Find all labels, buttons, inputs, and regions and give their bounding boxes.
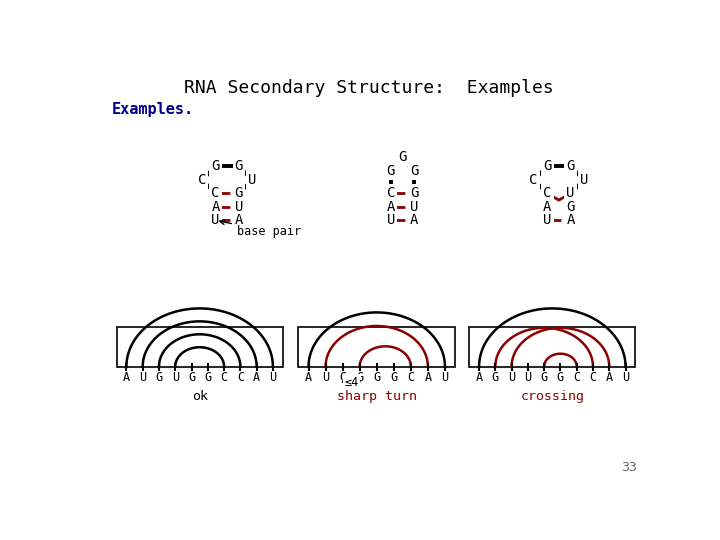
Text: G: G (492, 372, 499, 384)
Text: G: G (212, 159, 220, 173)
Text: G: G (235, 159, 243, 173)
Text: crossing: crossing (521, 390, 585, 403)
Text: A: A (387, 200, 395, 214)
Text: G: G (543, 159, 552, 173)
Text: G: G (356, 372, 364, 384)
Text: A: A (212, 200, 220, 214)
Text: U: U (387, 213, 395, 227)
Text: U: U (235, 200, 243, 214)
Text: A: A (424, 372, 431, 384)
Text: A: A (606, 372, 613, 384)
Text: G: G (410, 186, 418, 200)
Text: C: C (590, 372, 597, 384)
Text: A: A (567, 213, 575, 227)
Text: G: G (204, 372, 212, 384)
Text: A: A (123, 372, 130, 384)
Text: C: C (212, 186, 220, 200)
Bar (298, 327, 455, 367)
Text: U: U (622, 372, 629, 384)
Text: U: U (248, 173, 256, 187)
Text: G: G (398, 150, 407, 164)
Text: C: C (543, 186, 552, 200)
Text: U: U (567, 186, 575, 200)
Text: U: U (543, 213, 552, 227)
Text: G: G (339, 372, 346, 384)
Text: ok: ok (192, 390, 207, 403)
Text: G: G (557, 372, 564, 384)
Text: G: G (387, 164, 395, 178)
Text: RNA Secondary Structure:  Examples: RNA Secondary Structure: Examples (184, 79, 554, 97)
Text: A: A (410, 213, 418, 227)
Text: U: U (322, 372, 329, 384)
Text: U: U (139, 372, 146, 384)
Text: U: U (580, 173, 588, 187)
Text: U: U (410, 200, 418, 214)
Bar (117, 327, 283, 367)
Text: C: C (408, 372, 415, 384)
Text: U: U (171, 372, 179, 384)
Text: G: G (567, 159, 575, 173)
Text: G: G (156, 372, 163, 384)
Text: G: G (390, 372, 397, 384)
Bar (469, 327, 635, 367)
Text: U: U (212, 213, 220, 227)
Text: C: C (198, 173, 206, 187)
Text: C: C (529, 173, 538, 187)
Text: C: C (387, 186, 395, 200)
Text: base pair: base pair (220, 220, 301, 238)
Text: Examples.: Examples. (112, 102, 194, 117)
Text: A: A (305, 372, 312, 384)
Text: C: C (573, 372, 580, 384)
Text: C: C (220, 372, 228, 384)
Text: G: G (373, 372, 380, 384)
Text: A: A (475, 372, 482, 384)
Text: 33: 33 (621, 462, 636, 475)
Text: ≤4: ≤4 (344, 375, 359, 389)
Text: U: U (269, 372, 276, 384)
Text: U: U (508, 372, 516, 384)
Text: G: G (541, 372, 548, 384)
Text: A: A (235, 213, 243, 227)
Text: G: G (188, 372, 195, 384)
Text: U: U (441, 372, 449, 384)
Text: sharp turn: sharp turn (337, 390, 417, 403)
Text: A: A (253, 372, 260, 384)
Text: A: A (543, 200, 552, 214)
Text: C: C (237, 372, 244, 384)
Text: U: U (524, 372, 531, 384)
Text: G: G (235, 186, 243, 200)
Text: G: G (410, 164, 418, 178)
Text: G: G (567, 200, 575, 214)
